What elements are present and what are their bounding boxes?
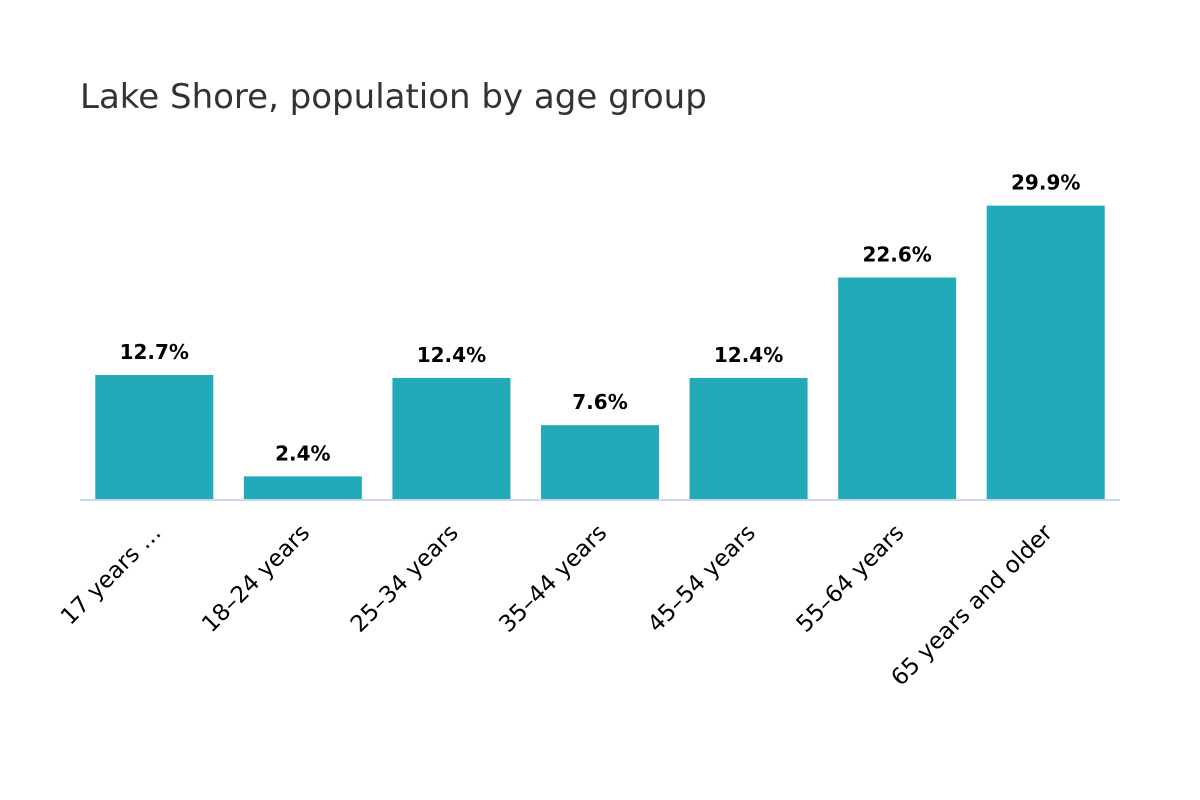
data-labels-group: 12.7% 2.4% 12.4% 7.6% 12.4% 22.6% 29.9%: [120, 171, 1081, 466]
x-tick-label: 18–24 years: [197, 520, 315, 638]
bars-group: [95, 205, 1105, 500]
x-tick-label: 25–34 years: [346, 520, 464, 638]
x-tick-labels-group: 17 years … 18–24 years 25–34 years 35–44 ye…: [56, 519, 1058, 691]
bar: [243, 476, 362, 500]
bar: [689, 377, 808, 500]
data-label: 7.6%: [572, 390, 627, 414]
x-tick-label: 17 years …: [56, 520, 166, 630]
bar: [95, 374, 214, 500]
x-tick-label: 65 years and older: [887, 519, 1059, 691]
bar: [392, 377, 511, 500]
data-label: 12.4%: [714, 343, 783, 367]
x-tick-label: 35–44 years: [494, 520, 612, 638]
data-label: 22.6%: [862, 243, 931, 267]
bar: [986, 205, 1105, 500]
x-tick-label: 55–64 years: [792, 520, 910, 638]
chart-title: Lake Shore, population by age group: [80, 77, 707, 117]
data-label: 2.4%: [275, 441, 330, 465]
data-label: 29.9%: [1011, 171, 1080, 195]
data-label: 12.7%: [120, 340, 189, 364]
x-tick-label: 45–54 years: [643, 520, 761, 638]
bar: [838, 277, 957, 500]
bar: [541, 425, 659, 500]
data-label: 12.4%: [417, 343, 486, 367]
